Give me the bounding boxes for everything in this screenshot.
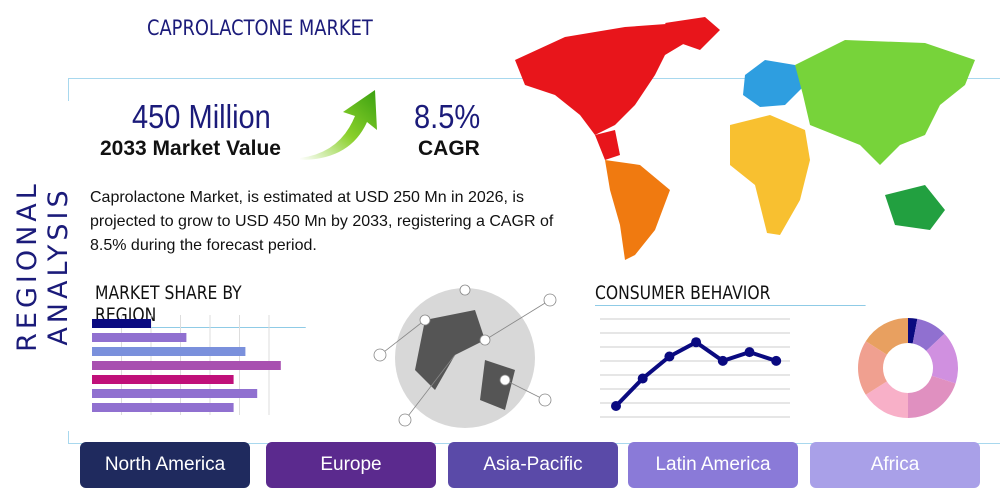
side-title: REGIONAL ANALYSIS	[12, 101, 74, 431]
map-greenland	[665, 17, 720, 50]
map-south-america	[605, 160, 670, 260]
market-share-bar	[92, 347, 246, 356]
region-button-latin-america[interactable]: Latin America	[628, 442, 798, 488]
page-title: CAPROLACTONE MARKET	[147, 16, 373, 40]
market-share-bar-chart	[92, 315, 281, 415]
description: Caprolactone Market, is estimated at USD…	[90, 189, 554, 254]
map-europe	[743, 60, 805, 107]
donut-segment	[858, 341, 887, 395]
region-button-north-america[interactable]: North America	[80, 442, 250, 488]
map-oceania	[885, 185, 945, 230]
behavior-point	[637, 373, 648, 384]
market-value-label: 2033 Market Value	[100, 137, 281, 160]
donut-segment	[865, 381, 908, 418]
behavior-point	[744, 347, 755, 358]
donut-segment	[865, 318, 908, 355]
map-africa	[730, 115, 810, 235]
consumer-behavior-donut-chart	[858, 318, 958, 418]
behavior-point	[771, 355, 782, 366]
network-globe-illustration	[373, 284, 557, 428]
market-share-bar	[92, 333, 187, 342]
market-value: 450 Million	[132, 98, 271, 135]
behavior-point	[717, 355, 728, 366]
behavior-point	[664, 351, 675, 362]
map-central-america	[595, 130, 620, 160]
cagr-value: 8.5%	[414, 98, 481, 135]
growth-arrow-icon	[300, 90, 377, 160]
consumer-behavior-line-chart	[600, 318, 790, 418]
behavior-point	[611, 401, 621, 411]
region-button-europe[interactable]: Europe	[266, 442, 436, 488]
market-share-bar	[92, 361, 281, 370]
region-button-asia-pacific[interactable]: Asia-Pacific	[448, 442, 618, 488]
donut-segment	[926, 333, 958, 384]
market-share-bar	[92, 403, 234, 412]
world-map	[515, 17, 975, 260]
donut-segment	[912, 318, 945, 351]
donut-segment	[908, 375, 956, 418]
map-asia	[795, 40, 975, 165]
behavior-point	[691, 337, 702, 348]
consumer-behavior-heading: CONSUMER BEHAVIOR	[595, 282, 866, 306]
donut-segment	[908, 318, 918, 344]
market-share-bar	[92, 375, 234, 384]
map-north-america	[515, 23, 690, 135]
market-share-bar	[92, 389, 258, 398]
region-button-africa[interactable]: Africa	[810, 442, 980, 488]
market-share-bar	[92, 319, 151, 328]
cagr-label: CAGR	[418, 137, 480, 160]
